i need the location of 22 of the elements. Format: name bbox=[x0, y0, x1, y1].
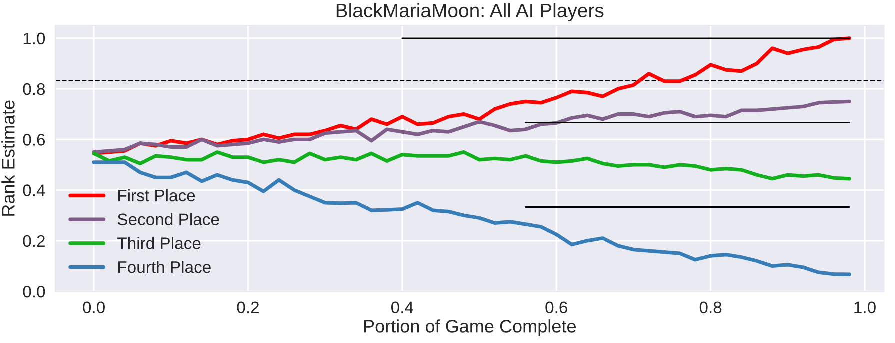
legend-label: Fourth Place bbox=[118, 261, 211, 274]
y-tick-label: 0.8 bbox=[23, 83, 46, 96]
x-tick-label: 0.4 bbox=[391, 302, 414, 314]
y-tick-label: 0.2 bbox=[23, 235, 45, 248]
line-series bbox=[92, 150, 852, 181]
y-tick-label: 0.4 bbox=[23, 184, 46, 196]
y-tick-label: 1.0 bbox=[24, 32, 46, 45]
legend-label: Third Place bbox=[118, 237, 201, 250]
legend-label: First Place bbox=[118, 189, 196, 202]
y-tick-label: 0.6 bbox=[23, 134, 46, 146]
y-axis-title: Rank Estimate bbox=[2, 100, 15, 216]
x-tick-label: 1.0 bbox=[854, 302, 876, 314]
x-tick-label: 0.6 bbox=[546, 302, 568, 314]
line-series bbox=[92, 160, 852, 276]
x-tick-label: 0.8 bbox=[700, 302, 722, 314]
x-axis-title: Portion of Game Complete bbox=[364, 320, 576, 336]
legend-label: Second Place bbox=[118, 213, 220, 226]
x-tick-label: 0.0 bbox=[83, 302, 105, 314]
x-tick-label: 0.2 bbox=[237, 302, 259, 314]
y-tick-label: 0.0 bbox=[23, 286, 46, 298]
chart-title: BlackMariaMoon: All AI Players bbox=[336, 3, 604, 22]
line-series bbox=[92, 100, 852, 154]
